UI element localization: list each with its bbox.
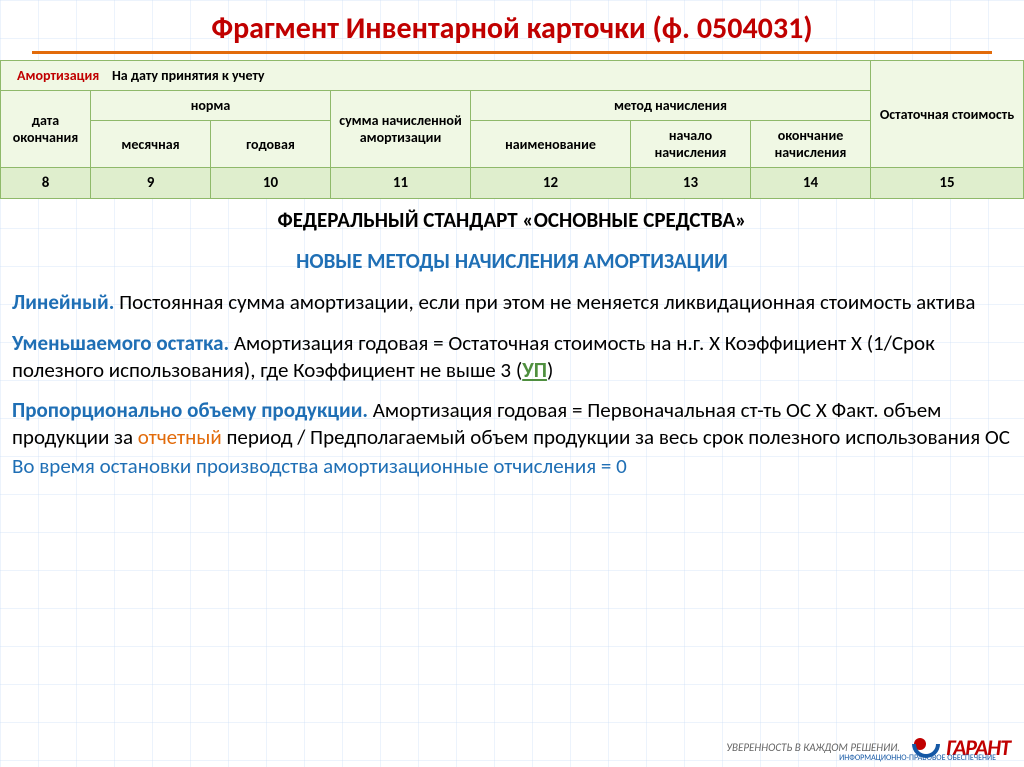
- col-norm: норма: [91, 91, 331, 121]
- word-reporting: отчетный: [138, 424, 222, 450]
- col-start: начало начисления: [631, 121, 751, 168]
- colnum: 10: [211, 168, 331, 199]
- head-prop: Пропорционально объему продукции.: [12, 397, 368, 423]
- brand-sub: ИНФОРМАЦИОННО-ПРАВОВОЕ ОБЕСПЕЧЕНИЕ: [839, 753, 996, 763]
- col-name: наименование: [471, 121, 631, 168]
- body-reducing-b: ): [547, 357, 553, 383]
- footer: УВЕРЕННОСТЬ В КАЖДОМ РЕШЕНИИ. ГАРАНТ ИНФ…: [726, 734, 1010, 761]
- para-reducing: Уменьшаемого остатка. Амортизация годова…: [12, 330, 1012, 384]
- col-method: метод начисления: [471, 91, 871, 121]
- col-residual: Остаточная стоимость: [871, 61, 1024, 168]
- col-sum: сумма начисленной амортизации: [331, 91, 471, 168]
- head-reducing: Уменьшаемого остатка.: [12, 330, 229, 356]
- colnum: 11: [331, 168, 471, 199]
- col-end: окончание начисления: [751, 121, 871, 168]
- body-linear: Постоянная сумма амортизации, если при э…: [114, 289, 975, 315]
- content-block: ФЕДЕРАЛЬНЫЙ СТАНДАРТ «ОСНОВНЫЕ СРЕДСТВА»…: [12, 207, 1012, 480]
- colnum: 8: [1, 168, 91, 199]
- col-monthly: месячная: [91, 121, 211, 168]
- para-stop: Во время остановки производства амортиза…: [12, 453, 1012, 480]
- colnum: 9: [91, 168, 211, 199]
- link-up[interactable]: УП: [522, 357, 547, 383]
- col-annual: годовая: [211, 121, 331, 168]
- label-amortization: Амортизация: [9, 67, 99, 84]
- page-title: Фрагмент Инвентарной карточки (ф. 050403…: [0, 0, 1024, 51]
- label-on-date: На дату принятия к учету: [112, 67, 265, 84]
- body-prop-b: период / Предполагаемый объем продукции …: [222, 424, 1010, 450]
- colnum: 15: [871, 168, 1024, 199]
- colnum: 14: [751, 168, 871, 199]
- title-underline: [32, 51, 992, 54]
- para-linear: Линейный. Постоянная сумма амортизации, …: [12, 289, 1012, 316]
- inventory-table: Амортизация На дату принятия к учету Ост…: [0, 60, 1024, 199]
- new-methods-title: НОВЫЕ МЕТОДЫ НАЧИСЛЕНИЯ АМОРТИЗАЦИИ: [12, 248, 1012, 275]
- colnum: 12: [471, 168, 631, 199]
- federal-title: ФЕДЕРАЛЬНЫЙ СТАНДАРТ «ОСНОВНЫЕ СРЕДСТВА»: [12, 207, 1012, 234]
- col-end-date: дата окончания: [1, 91, 91, 168]
- colnum: 13: [631, 168, 751, 199]
- para-proportional: Пропорционально объему продукции. Аморти…: [12, 397, 1012, 451]
- head-linear: Линейный.: [12, 289, 114, 315]
